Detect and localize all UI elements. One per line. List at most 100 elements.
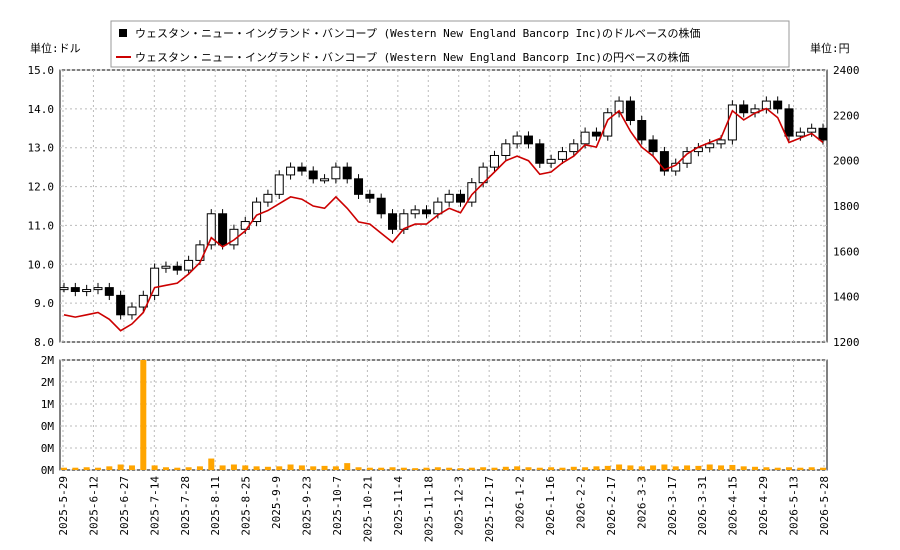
candle-body bbox=[569, 143, 579, 153]
y-left-tick-label: 11.0 bbox=[28, 219, 55, 232]
candle-body bbox=[388, 213, 398, 230]
x-tick: 2026-4-15 bbox=[727, 476, 740, 536]
candle-body bbox=[433, 201, 443, 215]
volume-bar bbox=[128, 465, 135, 470]
x-tick: 2026-2-2 bbox=[574, 476, 587, 529]
volume-bar bbox=[287, 464, 294, 470]
x-tick-label: 2026-1-16 bbox=[544, 476, 557, 536]
volume-bar bbox=[400, 467, 407, 470]
x-tick-label: 2025-11-18 bbox=[422, 476, 435, 542]
candle-body bbox=[467, 182, 477, 203]
volume-bar bbox=[378, 467, 385, 470]
volume-bar bbox=[729, 464, 736, 470]
x-axis-ticks: 2025-5-29 2025-6-12 2025-6-27 2025-7-14 2025… bbox=[57, 476, 831, 543]
volume-bar bbox=[718, 465, 725, 470]
volume-grid bbox=[60, 359, 827, 471]
candle-body bbox=[59, 287, 69, 291]
y-right-tick-label: 2400 bbox=[833, 64, 860, 77]
candle-body bbox=[104, 287, 114, 296]
y-right-tick-label: 1600 bbox=[833, 245, 860, 258]
volume-bar bbox=[298, 465, 305, 470]
volume-plot-area bbox=[59, 359, 828, 471]
price-grid bbox=[60, 69, 827, 343]
candle-body bbox=[297, 166, 307, 172]
candle-body bbox=[818, 127, 828, 141]
x-tick: 2026-3-17 bbox=[666, 476, 679, 536]
candle-body bbox=[218, 213, 228, 246]
candle-body bbox=[286, 166, 296, 176]
candle-body bbox=[795, 131, 805, 137]
y-right-ticks: 1200 1400 1600 1800 2000 2200 2400 bbox=[833, 64, 860, 349]
volume-bar bbox=[151, 465, 158, 470]
candle-body bbox=[512, 135, 522, 145]
x-tick-label: 2026-4-29 bbox=[757, 476, 770, 536]
volume-bar bbox=[72, 467, 79, 470]
candlestick-series bbox=[59, 96, 828, 320]
volume-bar bbox=[525, 467, 532, 470]
candle-body bbox=[252, 201, 262, 223]
x-tick: 2025-8-25 bbox=[240, 476, 253, 536]
candle-body bbox=[523, 135, 533, 145]
volume-bar bbox=[548, 467, 555, 470]
x-tick-label: 2025-6-27 bbox=[118, 476, 131, 536]
candle-body bbox=[127, 306, 137, 316]
y-right-tick-label: 1200 bbox=[833, 336, 860, 349]
x-tick-label: 2026-3-17 bbox=[666, 476, 679, 536]
volume-tick-label: 0M bbox=[41, 442, 55, 455]
candle-body bbox=[535, 143, 545, 164]
candle-body bbox=[376, 197, 386, 215]
x-tick: 2026-1-2 bbox=[514, 476, 527, 529]
volume-bar bbox=[434, 467, 441, 470]
x-tick: 2025-12-17 bbox=[483, 476, 496, 542]
volume-bar bbox=[480, 467, 487, 470]
volume-bar bbox=[740, 466, 747, 470]
candle-body bbox=[580, 131, 590, 145]
y-left-tick-label: 13.0 bbox=[28, 142, 55, 155]
y-right-unit: 単位:円 bbox=[810, 41, 850, 55]
x-tick: 2025-12-3 bbox=[453, 476, 466, 536]
legend-usd-label: ウェスタン・ニュー・イングランド・バンコープ (Western New Engl… bbox=[135, 26, 701, 40]
volume-bar bbox=[502, 466, 509, 470]
volume-bar bbox=[412, 468, 419, 470]
candle-body bbox=[82, 289, 92, 293]
candle-body bbox=[659, 151, 669, 172]
volume-bar bbox=[763, 467, 770, 470]
candle-body bbox=[150, 267, 160, 296]
x-tick: 2026-3-3 bbox=[635, 476, 648, 529]
x-tick: 2025-6-12 bbox=[87, 476, 100, 536]
x-tick-label: 2026-2-2 bbox=[574, 476, 587, 529]
x-tick: 2025-8-11 bbox=[209, 476, 222, 536]
volume-bar bbox=[582, 467, 589, 470]
volume-bar bbox=[276, 466, 283, 470]
y-left-ticks: 8.0 9.0 10.0 11.0 12.0 13.0 14.0 15.0 bbox=[28, 64, 55, 349]
candle-body bbox=[546, 158, 556, 164]
volume-bar bbox=[661, 464, 668, 470]
x-tick: 2025-6-27 bbox=[118, 476, 131, 536]
candle-body bbox=[354, 178, 364, 195]
volume-bar bbox=[423, 467, 430, 470]
candle-body bbox=[637, 120, 647, 141]
volume-bar bbox=[344, 463, 351, 470]
candle-body bbox=[625, 100, 635, 122]
y-right-tick-label: 2000 bbox=[833, 155, 860, 168]
candle-body bbox=[705, 143, 715, 149]
volume-bar bbox=[593, 466, 600, 470]
volume-bar bbox=[230, 464, 237, 470]
volume-tick-label: 0M bbox=[41, 464, 55, 477]
x-tick: 2026-5-28 bbox=[818, 476, 831, 536]
volume-bar bbox=[321, 465, 328, 470]
x-tick-label: 2025-7-28 bbox=[179, 476, 192, 536]
x-tick: 2026-1-16 bbox=[544, 476, 557, 536]
candle-body bbox=[455, 193, 465, 203]
volume-bar bbox=[570, 466, 577, 470]
x-tick-label: 2026-2-17 bbox=[605, 476, 618, 536]
x-tick: 2026-5-13 bbox=[788, 476, 801, 536]
y-right-tick-label: 1800 bbox=[833, 200, 860, 213]
candle-body bbox=[603, 112, 613, 137]
candle-body bbox=[172, 265, 182, 271]
volume-bar bbox=[185, 467, 192, 470]
volume-bar bbox=[61, 467, 67, 470]
volume-bar bbox=[706, 464, 713, 470]
candle-body bbox=[116, 294, 126, 316]
candle-body bbox=[365, 193, 375, 199]
